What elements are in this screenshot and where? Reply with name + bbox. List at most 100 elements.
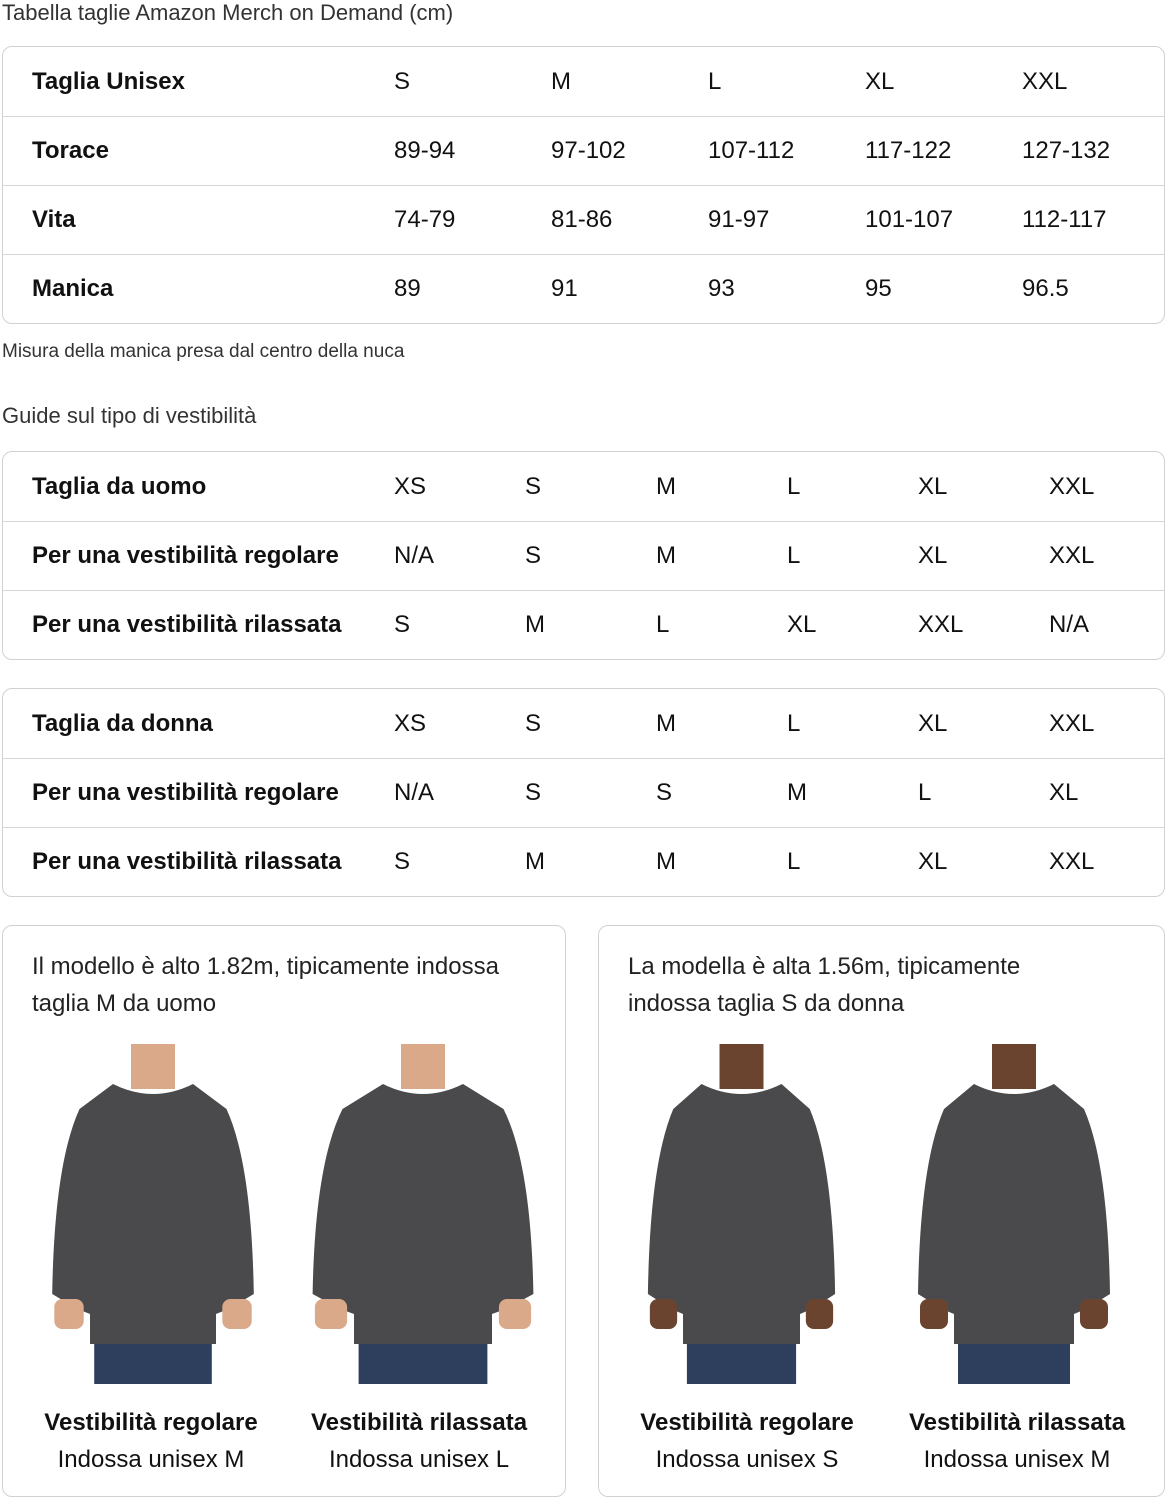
cell: S [525,472,542,500]
wears-label: Indossa unisex L [328,1446,510,1473]
cell: M [551,67,571,95]
cell: L [656,611,670,638]
table-row: Taglia da donna XS S M L XL XXL [3,689,1164,758]
cell: L [787,472,801,500]
row-label: Per una vestibilità regolare [32,779,339,806]
cell: M [525,611,545,638]
model-photo-relaxed [308,1044,538,1389]
row-label: Per una vestibilità rilassata [32,611,342,638]
cell: XS [394,472,427,500]
wears-label: Indossa unisex S [655,1446,839,1473]
cell: XL [918,709,948,737]
model-figure [312,1044,534,1384]
fit-label: Vestibilità rilassata [908,1409,1126,1436]
model-photo-regular [48,1044,258,1389]
cell: XL [918,472,948,500]
cell: XXL [1049,542,1095,569]
cell: XL [1049,779,1079,806]
row-label: Per una vestibilità regolare [32,542,339,569]
model-photo-relaxed [914,1044,1114,1389]
cell: M [787,779,807,806]
model-neck [401,1044,445,1089]
table-row: Per una vestibilità regolare N/A S M L XL XXL [3,521,1164,590]
cell: S [525,542,542,569]
sweater [52,1084,254,1344]
cell: 89-94 [394,137,456,164]
cell: S [525,779,542,806]
model-neck [131,1044,175,1089]
row-label: Per una vestibilità rilassata [32,848,342,875]
cell: XL [918,542,948,569]
cell: 89 [394,275,421,302]
cell: N/A [394,542,435,569]
row-label: Taglia da uomo [32,472,207,500]
cell: XXL [1049,472,1095,500]
cell: M [656,848,676,875]
table-row: Manica 89 91 93 95 96.5 [3,254,1164,323]
model-figure [52,1044,254,1384]
hand [54,1299,84,1329]
cell: 97-102 [551,137,626,164]
cell: 101-107 [865,206,954,233]
wears-label: Indossa unisex M [923,1446,1111,1473]
cell: XS [394,709,427,737]
caption-relaxed: Vestibilità rilassata Indossa unisex M [887,1404,1147,1478]
table-row: Per una vestibilità regolare N/A S S M L XL [3,758,1164,827]
cell: L [918,779,932,806]
model-figure [918,1044,1110,1384]
caption-relaxed: Vestibilità rilassata Indossa unisex L [289,1404,549,1478]
cell: M [656,472,676,500]
hand [314,1299,348,1329]
cell: 117-122 [865,137,952,164]
fit-guide-title: Guide sul tipo di vestibilità [2,403,257,428]
table-row: Torace 89-94 97-102 107-112 117-122 127-132 [3,116,1164,185]
cell: M [525,848,545,875]
fit-label: Vestibilità regolare [640,1409,854,1436]
sweater [918,1084,1110,1344]
cell: L [708,67,722,95]
male-model-card: Il modello è alto 1.82m, tipicamente ind… [2,925,566,1497]
model-figure [647,1044,836,1384]
cell: S [525,709,542,737]
hand [1080,1299,1108,1329]
wears-label: Indossa unisex M [57,1446,245,1473]
women-fit-table: Taglia da donna XS S M L XL XXL Per una vestibi… [2,688,1165,897]
sleeve-note: Misura della manica presa dal centro del… [2,341,405,362]
cell: XL [918,848,948,875]
cell: XXL [918,611,964,638]
hand [920,1299,948,1329]
cell: XXL [1049,848,1095,875]
cell: 93 [708,275,735,302]
cell: S [656,779,673,806]
row-label: Manica [32,275,114,302]
cell: N/A [394,779,435,806]
unisex-size-table: Taglia Unisex S M L XL XXL Torace 89-94 97-102 10… [2,46,1165,324]
fit-label: Vestibilità regolare [44,1409,258,1436]
cell: M [656,709,676,737]
caption-regular: Vestibilità regolare Indossa unisex S [617,1404,877,1478]
size-chart-title: Tabella taglie Amazon Merch on Demand (c… [2,0,454,25]
cell: L [787,542,801,569]
model-neck [719,1044,764,1089]
table-row: Per una vestibilità rilassata S M L XL XXL N/A [3,590,1164,659]
hand [805,1299,834,1329]
cell: 91-97 [708,206,770,233]
sweater [312,1084,534,1344]
cell: 74-79 [394,206,456,233]
cell: M [656,542,676,569]
model-intro: La modella è alta 1.56m, tipicamente ind… [628,953,1021,1017]
cell: 112-117 [1022,206,1107,233]
cell: 95 [865,275,892,302]
cell: 107-112 [708,137,795,164]
cell: XL [865,67,895,95]
table-row: Taglia Unisex S M L XL XXL [3,47,1164,116]
sweater [647,1084,836,1344]
cell: L [787,848,801,875]
hand [649,1299,678,1329]
cell: XXL [1049,709,1095,737]
cell: XXL [1022,67,1068,95]
hand [222,1299,252,1329]
table-row: Taglia da uomo XS S M L XL XXL [3,452,1164,521]
row-label: Vita [32,206,76,233]
row-label: Torace [32,137,109,164]
